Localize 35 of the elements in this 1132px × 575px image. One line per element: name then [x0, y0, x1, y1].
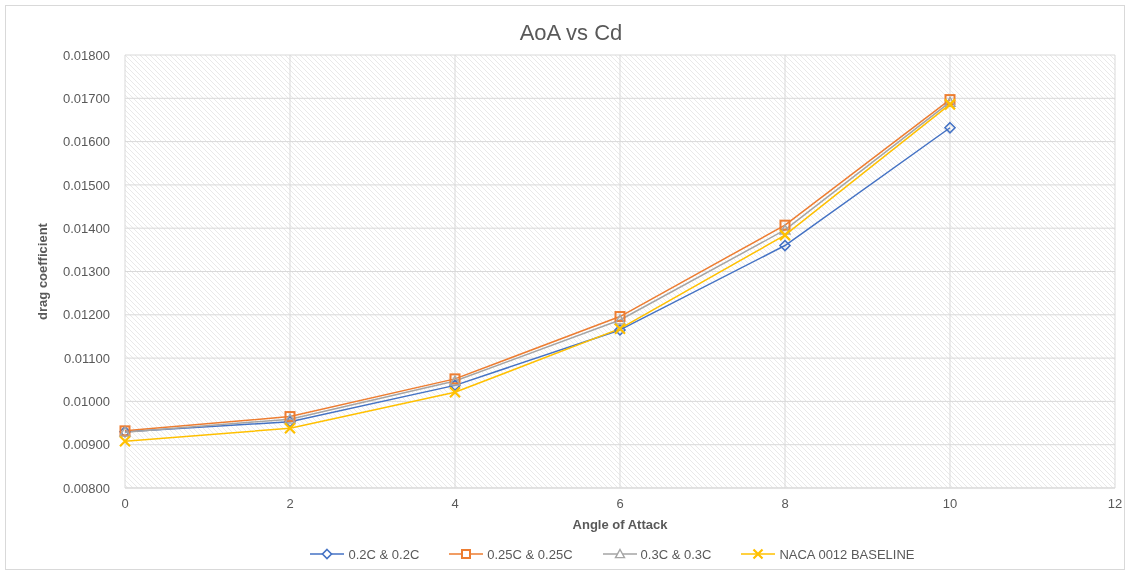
y-tick-label: 0.01000 — [63, 394, 110, 410]
y-tick-label: 0.00800 — [63, 480, 110, 496]
point — [779, 219, 791, 231]
chart-title: AoA vs Cd — [518, 20, 624, 46]
y-tick-label: 0.01300 — [63, 264, 110, 280]
x-tick-label: 8 — [781, 496, 789, 512]
legend-label: NACA 0012 BASELINE — [779, 546, 915, 562]
x-tick-label: 2 — [286, 496, 294, 512]
point — [779, 239, 791, 252]
y-tick-label: 0.01700 — [63, 90, 110, 106]
x-tick-label: 12 — [1107, 496, 1123, 512]
y-tick-label: 0.01800 — [63, 47, 110, 63]
y-tick-label: 0.01200 — [63, 307, 110, 323]
point — [118, 435, 132, 448]
legend-label: 0.3C & 0.3C — [640, 546, 712, 562]
legend-label: 0.25C & 0.25C — [487, 546, 573, 562]
x-tick-label: 6 — [616, 496, 624, 512]
y-tick-label: 0.01100 — [63, 350, 110, 366]
y-tick-label: 0.01600 — [63, 134, 110, 150]
point — [778, 229, 792, 242]
point — [779, 224, 791, 235]
point — [283, 422, 297, 435]
x-axis-title: Angle of Attack — [572, 517, 669, 532]
point — [448, 386, 462, 399]
point — [449, 379, 461, 392]
point — [943, 98, 957, 111]
y-axis-title: drag coefficient — [34, 222, 50, 320]
legend-label: 0.2C & 0.2C — [348, 546, 420, 562]
y-tick-label: 0.01500 — [63, 177, 110, 193]
y-tick-label: 0.01400 — [63, 220, 110, 236]
x-tick-label: 4 — [451, 496, 459, 512]
point — [944, 121, 956, 134]
y-tick-label: 0.00900 — [63, 437, 110, 453]
x-tick-label: 10 — [942, 496, 958, 512]
x-tick-label: 0 — [121, 496, 129, 512]
